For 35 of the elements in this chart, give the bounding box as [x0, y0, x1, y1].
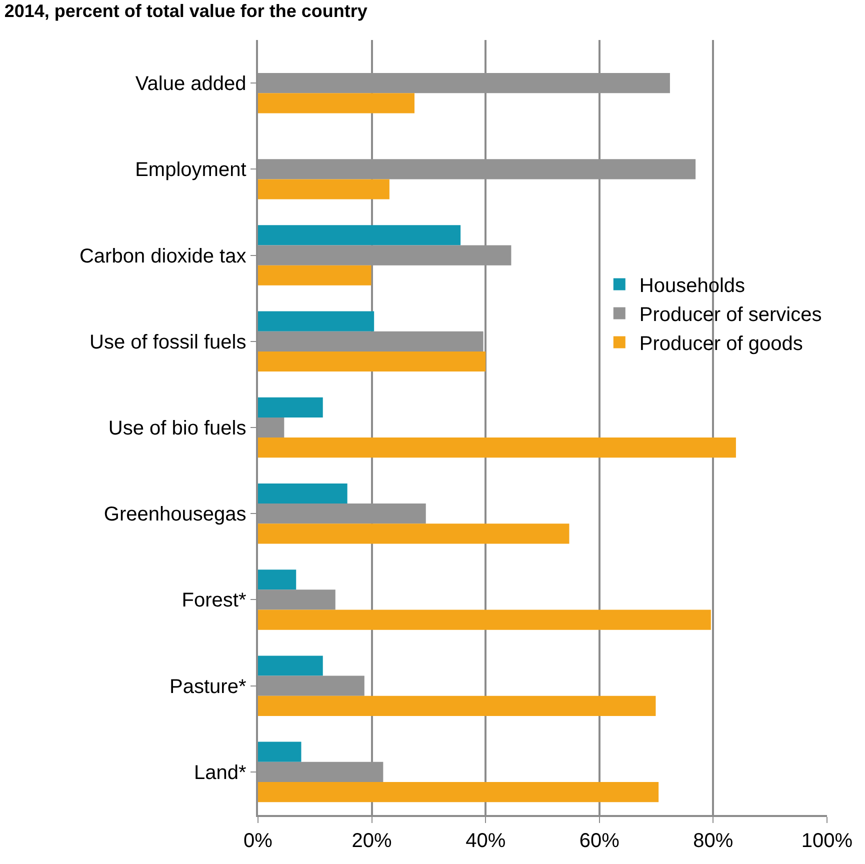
bar — [258, 742, 302, 762]
x-tick-label: 60% — [579, 830, 620, 852]
bar — [258, 696, 656, 716]
chart-title: 2014, percent of total value for the country — [4, 0, 368, 21]
x-tick-label: 80% — [693, 830, 734, 852]
bar — [258, 524, 570, 544]
x-tick-label: 20% — [352, 830, 392, 852]
y-tick-label: Carbon dioxide tax — [79, 245, 246, 268]
bar — [258, 782, 659, 802]
y-tick-label: Value added — [135, 73, 246, 96]
bar — [258, 610, 711, 630]
legend-label: Producer of goods — [639, 333, 803, 356]
bar — [258, 656, 323, 676]
y-tick-label: Pasture* — [170, 676, 246, 698]
bar — [258, 570, 296, 590]
x-tick-label: 40% — [466, 830, 506, 852]
y-tick-label: Forest* — [182, 590, 246, 612]
bar — [258, 438, 736, 458]
bar — [258, 351, 486, 372]
bar — [258, 93, 414, 114]
bar — [258, 397, 323, 418]
bar — [258, 483, 348, 504]
bar — [258, 225, 461, 246]
legend-label: Households — [639, 275, 746, 298]
y-tick-label: Use of fossil fuels — [90, 331, 246, 354]
bar — [258, 265, 372, 286]
bar — [258, 179, 390, 200]
x-tick-label: 100% — [801, 830, 853, 852]
y-tick-label: Greenhousegas — [104, 504, 246, 526]
bar — [258, 311, 374, 332]
y-tick-label: Land* — [194, 762, 246, 784]
y-tick-label: Employment — [135, 159, 247, 182]
legend-label: Producer of services — [639, 304, 822, 326]
x-tick-label: 0% — [244, 830, 273, 852]
y-tick-label: Use of bio fuels — [108, 418, 246, 440]
